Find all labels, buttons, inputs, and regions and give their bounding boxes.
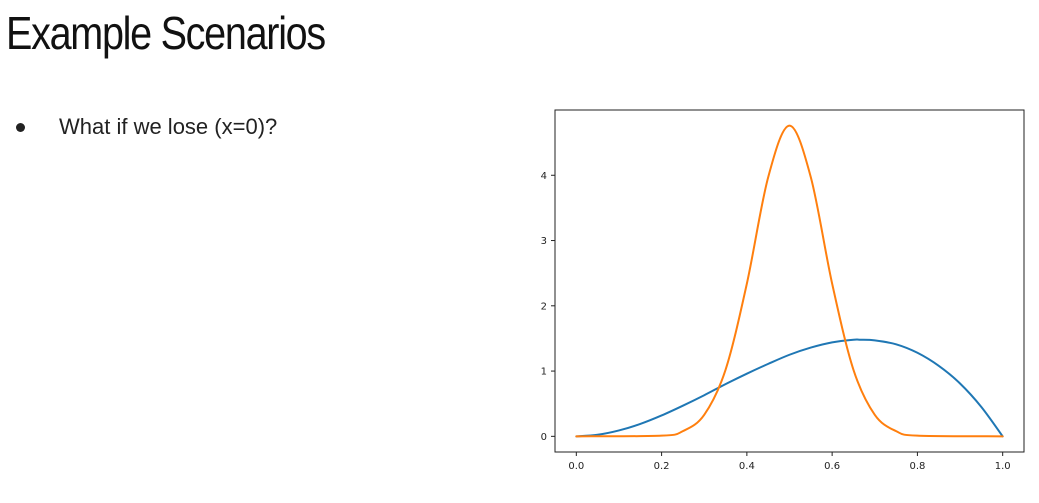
x-tick-label: 0.4 bbox=[739, 461, 755, 472]
y-tick-label: 1 bbox=[541, 367, 547, 378]
x-tick-label: 0.0 bbox=[568, 461, 584, 472]
slide-title: Example Scenarios bbox=[6, 7, 326, 59]
bullet-dot-icon bbox=[16, 122, 25, 132]
x-tick-label: 0.6 bbox=[824, 461, 840, 472]
y-tick-label: 2 bbox=[541, 301, 547, 312]
x-tick-label: 0.8 bbox=[909, 461, 925, 472]
series-line-1 bbox=[575, 124, 1004, 438]
x-tick-label: 1.0 bbox=[995, 461, 1011, 472]
x-axis-ticks: 0.0 0.2 0.4 0.6 0.8 1.0 bbox=[568, 452, 1011, 472]
chart: 0.0 0.2 0.4 0.6 0.8 1.0 0 1 2 3 4 bbox=[500, 100, 1039, 503]
y-tick-label: 3 bbox=[541, 236, 547, 247]
bullet-item: What if we lose (x=0)? bbox=[16, 114, 277, 140]
y-tick-label: 4 bbox=[541, 171, 547, 182]
chart-svg: 0.0 0.2 0.4 0.6 0.8 1.0 0 1 2 3 4 bbox=[541, 109, 1025, 472]
x-tick-label: 0.2 bbox=[654, 461, 670, 472]
bullet-text: What if we lose (x=0)? bbox=[59, 114, 278, 139]
series-line-0 bbox=[575, 338, 1004, 438]
plot-area-frame bbox=[554, 109, 1025, 453]
series-group bbox=[575, 124, 1004, 438]
y-tick-label: 0 bbox=[541, 432, 547, 443]
bullet-list: What if we lose (x=0)? bbox=[16, 114, 277, 140]
y-axis-ticks: 0 1 2 3 4 bbox=[541, 171, 555, 443]
